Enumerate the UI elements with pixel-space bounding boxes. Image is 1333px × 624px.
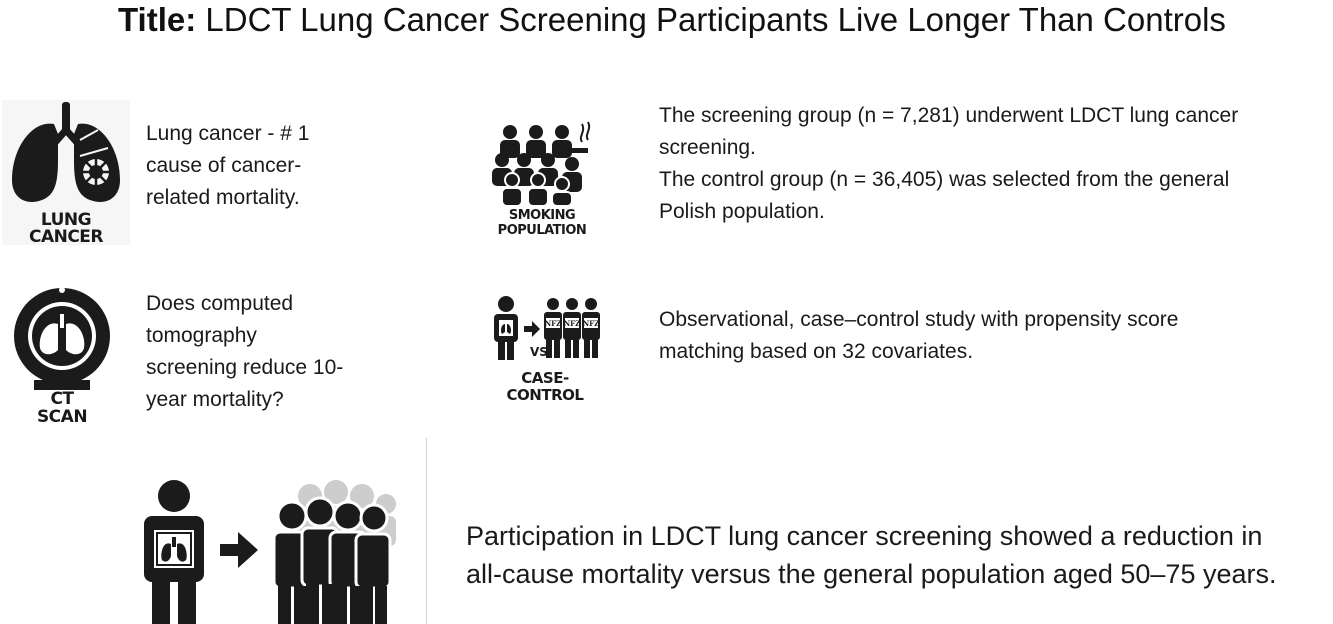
- smoking-population-text: The screening group (n = 7,281) underwen…: [659, 100, 1333, 228]
- case-control-text-line2: matching based on 32 covariates.: [659, 340, 974, 363]
- vs-label: VS: [530, 345, 548, 359]
- conclusion-panel-icon: [140, 478, 400, 624]
- smoking-population-panel-icon: SMOKING POPULATION: [490, 118, 594, 240]
- lung-cancer-text: Lung cancer - # 1 cause of cancer- relat…: [146, 118, 436, 214]
- smoking-population-text-line4: Polish population.: [659, 200, 825, 223]
- smoking-population-caption-line1: SMOKING: [508, 208, 576, 223]
- case-control-icon: NFZ NFZ NFZ VS: [494, 296, 600, 360]
- ct-scan-text-line4: year mortality?: [146, 388, 284, 411]
- lung-cancer-caption: LUNG CANCER: [2, 212, 130, 246]
- case-control-caption-line2: CONTROL: [506, 386, 584, 404]
- lung-cancer-caption-line2: CANCER: [28, 227, 104, 247]
- page-title: Title: LDCT Lung Cancer Screening Partic…: [118, 0, 1333, 40]
- ct-scan-caption-line1: CT: [50, 389, 74, 409]
- lungs-tumor-icon: [12, 102, 120, 202]
- case-control-caption-line1: CASE-: [521, 369, 569, 387]
- ct-scanner-icon: [14, 287, 110, 390]
- smoking-crowd-icon: [492, 121, 591, 206]
- lung-cancer-text-line1: Lung cancer - # 1: [146, 122, 310, 145]
- conclusion-text-line2: all-cause mortality versus the general p…: [466, 559, 1277, 589]
- case-control-text: Observational, case–control study with p…: [659, 304, 1333, 368]
- ct-scan-panel-icon: CT SCAN: [6, 286, 118, 436]
- conclusion-text-line1: Participation in LDCT lung cancer screen…: [466, 521, 1263, 551]
- case-control-panel-icon: NFZ NFZ NFZ VS CASE- CONTROL: [490, 294, 600, 406]
- ct-scan-text: Does computed tomography screening reduc…: [146, 288, 416, 416]
- lung-cancer-text-line3: related mortality.: [146, 186, 300, 209]
- ct-scan-text-line1: Does computed: [146, 292, 294, 315]
- nfz-badge-3: NFZ: [583, 319, 599, 328]
- smoking-population-caption: SMOKING POPULATION: [490, 208, 594, 238]
- nfz-badge-1: NFZ: [545, 319, 561, 328]
- ct-scan-caption-line2: SCAN: [36, 407, 88, 427]
- lung-cancer-text-line2: cause of cancer-: [146, 154, 302, 177]
- smoking-population-text-line1: The screening group (n = 7,281) underwen…: [659, 104, 1239, 127]
- title-prefix: Title:: [118, 1, 197, 38]
- ct-scan-caption: CT SCAN: [6, 390, 118, 426]
- smoking-population-caption-line2: POPULATION: [497, 223, 587, 238]
- nfz-badge-2: NFZ: [564, 319, 580, 328]
- title-text: LDCT Lung Cancer Screening Participants …: [205, 1, 1226, 38]
- case-control-text-line1: Observational, case–control study with p…: [659, 308, 1179, 331]
- screened-person-vs-population-icon: [144, 480, 396, 624]
- ct-scan-text-line3: screening reduce 10-: [146, 356, 344, 379]
- lung-cancer-panel-icon: LUNG CANCER: [2, 100, 130, 246]
- case-control-caption: CASE- CONTROL: [490, 370, 600, 404]
- smoking-population-text-line2: screening.: [659, 136, 756, 159]
- smoking-population-text-line3: The control group (n = 36,405) was selec…: [659, 168, 1230, 191]
- ct-scan-text-line2: tomography: [146, 324, 257, 347]
- conclusion-text: Participation in LDCT lung cancer screen…: [466, 517, 1332, 593]
- lung-cancer-caption-line1: LUNG: [40, 210, 92, 230]
- vertical-divider: [426, 438, 427, 624]
